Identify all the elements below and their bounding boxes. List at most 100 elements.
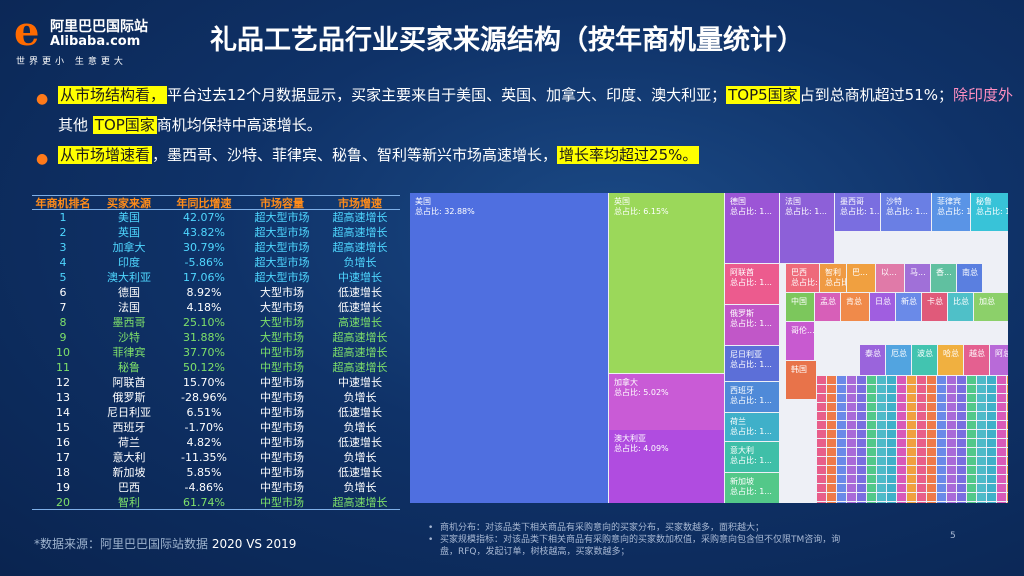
cell-capacity: 大型市场 — [260, 316, 304, 329]
treemap-tile[interactable]: 荷兰 总占比: 1... — [725, 413, 779, 441]
treemap-tile[interactable]: 越总 — [964, 345, 989, 375]
treemap-minor-tile — [837, 457, 846, 465]
treemap-minor-tile — [877, 475, 886, 483]
treemap-minor-tile — [827, 394, 836, 402]
treemap-tile[interactable]: 哈总 — [938, 345, 963, 375]
treemap-minor-tile — [967, 385, 976, 393]
treemap-tile[interactable]: 新总 — [896, 293, 921, 321]
treemap-tile[interactable]: 西班牙 总占比: 1... — [725, 382, 779, 412]
tile-share: 总占比: 1... — [730, 278, 772, 287]
treemap-tile[interactable]: 英国 总占比: 6.15% — [609, 193, 724, 373]
treemap-minor-tile — [857, 493, 866, 501]
cell-rank: 17 — [56, 451, 70, 464]
treemap-minor-tile — [827, 484, 836, 492]
cell-source: 英国 — [118, 226, 140, 239]
treemap-minor-tile — [847, 448, 856, 456]
treemap-minor-tile — [897, 448, 906, 456]
treemap-tile[interactable]: 肯总 — [841, 293, 869, 321]
treemap-tile[interactable]: 沙特 总占比: 1... — [881, 193, 931, 231]
tile-label: 以... — [881, 268, 897, 278]
treemap-minor-tile — [927, 502, 936, 503]
table-row: 7 法国 4.18% 大型市场 低速增长 — [32, 300, 400, 315]
treemap-tile[interactable]: 中国 — [786, 293, 814, 321]
treemap-tile[interactable]: 法国 总占比: 1... — [780, 193, 834, 263]
cell-yoy: 37.70% — [183, 346, 225, 359]
treemap-minor-tile — [1007, 502, 1008, 503]
treemap-minor-tile — [817, 421, 826, 429]
cell-source: 巴西 — [118, 481, 140, 494]
treemap-tile[interactable]: 美国 总占比: 32.88% — [410, 193, 608, 503]
highlight-text: TOP5国家 — [726, 86, 800, 104]
treemap-minor-tile — [1007, 421, 1008, 429]
treemap-minor-tile — [987, 439, 996, 447]
treemap-minor-tile — [967, 448, 976, 456]
treemap-tile[interactable]: 阿联酋 总占比: 1... — [725, 264, 779, 304]
treemap-minor-tile — [937, 457, 946, 465]
treemap-tile[interactable]: 哥伦... — [786, 322, 814, 360]
table-row: 3 加拿大 30.79% 超大型市场 超高速增长 — [32, 240, 400, 255]
treemap-tile[interactable]: 德国 总占比: 1... — [725, 193, 779, 263]
treemap-tile[interactable]: 孟总 — [815, 293, 840, 321]
treemap-tile[interactable]: 俄罗斯 总占比: 1... — [725, 305, 779, 345]
treemap-minor-tile — [857, 394, 866, 402]
table-row: 8 墨西哥 25.10% 大型市场 高速增长 — [32, 315, 400, 330]
cell-source: 加拿大 — [112, 241, 146, 254]
treemap-tile[interactable]: 南总 — [957, 264, 982, 292]
treemap-minor-tile — [957, 394, 966, 402]
treemap-minor-tile — [887, 385, 896, 393]
treemap-tile[interactable]: 泰总 — [860, 345, 885, 375]
treemap-minor-tile — [987, 466, 996, 474]
treemap-tile[interactable]: 澳大利亚 总占比: 4.09% — [609, 430, 724, 503]
treemap-minor-tile — [887, 376, 896, 384]
treemap-minor-tile — [917, 484, 926, 492]
treemap-tile[interactable]: 加总 — [974, 293, 1008, 321]
treemap-minor-tile — [837, 430, 846, 438]
treemap-tile[interactable]: 香... — [931, 264, 956, 292]
treemap-minor-tile — [947, 493, 956, 501]
buyer-source-table: 年商机排名 买家来源 年同比增速 市场容量 市场增速 1 美国 42.07% 超大型市… — [32, 195, 400, 510]
treemap-minor-tile — [937, 484, 946, 492]
treemap-minor-tile — [847, 493, 856, 501]
tile-country: 沙特 — [886, 197, 902, 206]
treemap-minor-tile — [957, 466, 966, 474]
treemap-minor-tile — [877, 448, 886, 456]
cell-capacity: 中型市场 — [260, 391, 304, 404]
treemap-tile[interactable]: 厄总 — [886, 345, 911, 375]
treemap-tile[interactable]: 巴... — [847, 264, 875, 292]
treemap-tile[interactable]: 波总 — [912, 345, 937, 375]
treemap-minor-tile — [977, 466, 986, 474]
treemap-tile[interactable]: 秘鲁总占比: 1... — [971, 193, 1008, 231]
treemap-tile[interactable]: 韩国 — [786, 361, 816, 399]
treemap-minor-tile — [967, 457, 976, 465]
cell-rank: 16 — [56, 436, 70, 449]
treemap-tile[interactable]: 以... — [876, 264, 904, 292]
treemap-minor-tile — [887, 421, 896, 429]
tile-label: 阿联酋 总占比: 1... — [730, 268, 772, 288]
treemap-minor-tile — [907, 376, 916, 384]
cell-growth: 负增长 — [343, 481, 377, 494]
treemap-tile[interactable]: 阿总 — [990, 345, 1008, 375]
tile-country: 秘鲁 — [976, 197, 992, 206]
treemap-minor-tile — [967, 376, 976, 384]
tile-label: 阿总 — [995, 349, 1008, 359]
treemap-minor-tile — [897, 385, 906, 393]
treemap-tile[interactable]: 比总 — [948, 293, 973, 321]
treemap-tile[interactable]: 卡总 — [922, 293, 947, 321]
treemap-tile[interactable]: 马... — [905, 264, 930, 292]
treemap-tile[interactable]: 菲律宾总占比: 1... — [932, 193, 970, 231]
treemap-tile[interactable]: 意大利 总占比: 1... — [725, 442, 779, 472]
cell-yoy: 30.79% — [183, 241, 225, 254]
tile-share: 总占比: 1... — [886, 207, 928, 216]
cell-capacity: 超大型市场 — [254, 226, 310, 239]
treemap-tile[interactable]: 墨西哥 总占比: 1... — [835, 193, 880, 231]
treemap-minor-tile — [947, 376, 956, 384]
treemap-minor-tile — [887, 475, 896, 483]
treemap-minor-tile — [877, 412, 886, 420]
treemap-tile[interactable]: 新加坡 总占比: 1... — [725, 473, 779, 503]
treemap-tile[interactable]: 尼日利亚 总占比: 1... — [725, 346, 779, 381]
treemap-minor-tile — [867, 484, 876, 492]
treemap-tile[interactable]: 日总 — [870, 293, 895, 321]
highlight-text: 从市场增速看 — [58, 146, 153, 164]
